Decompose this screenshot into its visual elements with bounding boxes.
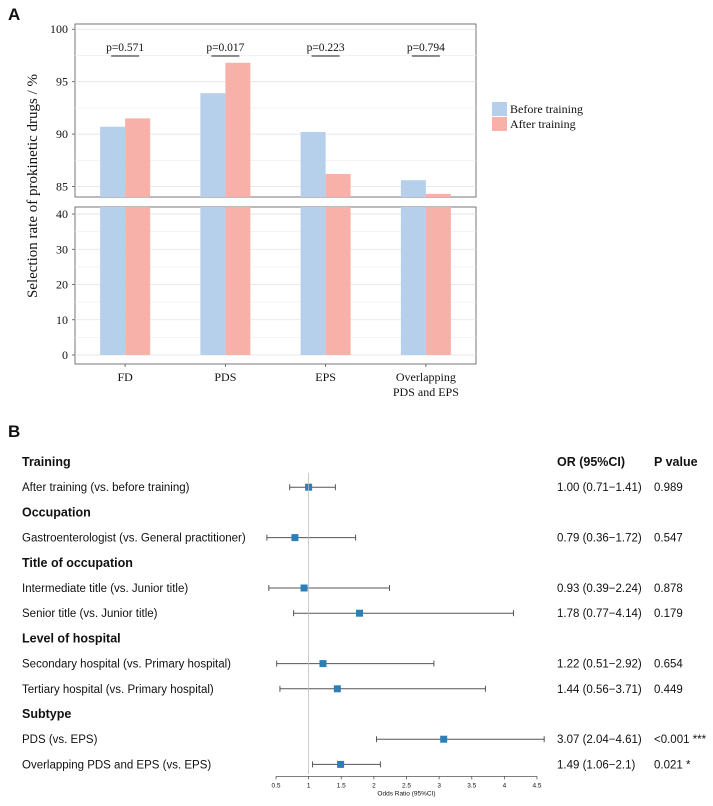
- p-value: 0.547: [654, 533, 683, 545]
- row-label: Senior title (vs. Junior title): [22, 608, 158, 620]
- x-tick-label: Overlapping: [396, 370, 456, 384]
- p-value: 0.654: [654, 659, 683, 671]
- or-point: [291, 534, 299, 542]
- legend-swatch: [492, 117, 507, 131]
- panel-a-label: A: [8, 5, 20, 24]
- p-value: 0.179: [654, 608, 683, 620]
- x-tick-label: 4.5: [532, 782, 541, 789]
- p-value-label: p=0.017: [206, 42, 244, 54]
- y-tick-label-upper: 100: [50, 22, 68, 36]
- row-label: Tertiary hospital (vs. Primary hospital): [22, 684, 214, 696]
- p-value-annotations: p=0.571 p=0.017 p=0.223 p=0.794: [106, 42, 445, 57]
- or-point: [337, 760, 345, 768]
- bar-lower-before: [200, 207, 226, 355]
- row-label: Overlapping PDS and EPS (vs. EPS): [22, 759, 211, 771]
- or-point: [300, 584, 308, 592]
- row-label: PDS (vs. EPS): [22, 734, 98, 746]
- x-tick-label: 0.5: [271, 782, 280, 789]
- bar-upper-after: [325, 173, 351, 197]
- group-header: Title of occupation: [22, 556, 133, 570]
- bar-upper-before: [400, 180, 426, 197]
- y-tick-label-lower: 40: [56, 207, 68, 221]
- y-tick-label-lower: 10: [56, 313, 68, 327]
- or-value: 0.79 (0.36−1.72): [557, 533, 642, 545]
- x-tick-label: 2: [372, 782, 376, 789]
- forest-rows: Training After training (vs. before train…: [22, 455, 707, 771]
- or-value: 1.49 (1.06−2.1): [557, 759, 635, 771]
- or-value: 1.78 (0.77−4.14): [557, 608, 642, 620]
- group-header: Occupation: [22, 505, 91, 519]
- or-value: 3.07 (2.04−4.61): [557, 734, 642, 746]
- x-axis-label: Odds Ratio (95%CI): [377, 790, 435, 797]
- forest-x-axis: 0.5 1 1.5 2 2.5 3 3.5 4 4.5 Odds Ratio (95%CI): [271, 473, 542, 797]
- bar-upper-after: [225, 62, 251, 197]
- legend-label: After training: [510, 117, 576, 131]
- or-point: [356, 609, 364, 617]
- or-value: 0.93 (0.39−2.24): [557, 583, 642, 595]
- y-tick-label-upper: 95: [56, 75, 68, 89]
- p-column-header: P value: [654, 455, 698, 469]
- x-tick-label: 1.5: [337, 782, 346, 789]
- panel-b-forest-plot: B OR (95%CI) P value Training After train…: [8, 422, 707, 797]
- or-value: 1.00 (0.71−1.41): [557, 482, 642, 494]
- bar-upper-before: [100, 126, 126, 197]
- bar-upper-after: [125, 118, 151, 197]
- p-value: 0.449: [654, 684, 683, 696]
- p-value: 0.021 *: [654, 759, 691, 771]
- or-value: 1.22 (0.51−2.92): [557, 659, 642, 671]
- legend-swatch: [492, 102, 507, 116]
- row-label: Secondary hospital (vs. Primary hospital…: [22, 659, 231, 671]
- bar-upper-before: [300, 131, 326, 197]
- x-tick-label: 3: [437, 782, 441, 789]
- panel-a-bar-chart: A Selection rate of prokinetic drugs / %…: [8, 5, 583, 399]
- row-label: Intermediate title (vs. Junior title): [22, 583, 188, 595]
- or-point: [333, 685, 341, 693]
- group-header: Level of hospital: [22, 631, 121, 645]
- or-column-header: OR (95%CI): [557, 455, 625, 469]
- x-tick-label: 2.5: [402, 782, 411, 789]
- bar-lower-after: [425, 207, 451, 355]
- x-tick-label: EPS: [315, 370, 336, 384]
- p-value-label: p=0.223: [307, 42, 345, 54]
- panel-b-label: B: [8, 422, 20, 441]
- bar-lower-before: [100, 207, 126, 355]
- p-value: 0.989: [654, 482, 683, 494]
- x-tick-label: FD: [117, 370, 133, 384]
- bar-lower-after: [225, 207, 251, 355]
- y-tick-label-upper: 90: [56, 127, 68, 141]
- x-tick-label: 1: [307, 782, 311, 789]
- tick-labels: 85 90 95 100 0 10 20 30 40 FD PDS EPS OverlappingPDS…: [50, 22, 459, 399]
- bars: [100, 62, 451, 355]
- bar-upper-before: [200, 93, 226, 197]
- p-value-label: p=0.571: [106, 42, 144, 54]
- p-value: 0.878: [654, 583, 683, 595]
- y-axis-label: Selection rate of prokinetic drugs / %: [25, 74, 41, 298]
- legend-label: Before training: [510, 102, 583, 116]
- bar-upper-after: [425, 193, 451, 197]
- group-header: Subtype: [22, 707, 71, 721]
- y-tick-label-upper: 85: [56, 180, 68, 194]
- bar-lower-after: [325, 207, 351, 355]
- row-label: After training (vs. before training): [22, 482, 190, 494]
- bar-lower-before: [300, 207, 326, 355]
- x-tick-label: 4: [503, 782, 507, 789]
- group-header: Training: [22, 455, 71, 469]
- y-tick-label-lower: 20: [56, 278, 68, 292]
- or-value: 1.44 (0.56−3.71): [557, 684, 642, 696]
- bar-lower-before: [400, 207, 426, 355]
- y-tick-label-lower: 0: [62, 348, 68, 362]
- or-point: [440, 735, 448, 743]
- x-tick-label: 3.5: [467, 782, 476, 789]
- or-point: [319, 660, 327, 668]
- x-tick-label: PDS and EPS: [393, 385, 459, 399]
- x-tick-label: PDS: [214, 370, 236, 384]
- row-label: Gastroenterologist (vs. General practiti…: [22, 533, 246, 545]
- bar-lower-after: [125, 207, 151, 355]
- p-value: <0.001 ***: [654, 734, 707, 746]
- p-value-label: p=0.794: [407, 42, 445, 54]
- y-tick-label-lower: 30: [56, 242, 68, 256]
